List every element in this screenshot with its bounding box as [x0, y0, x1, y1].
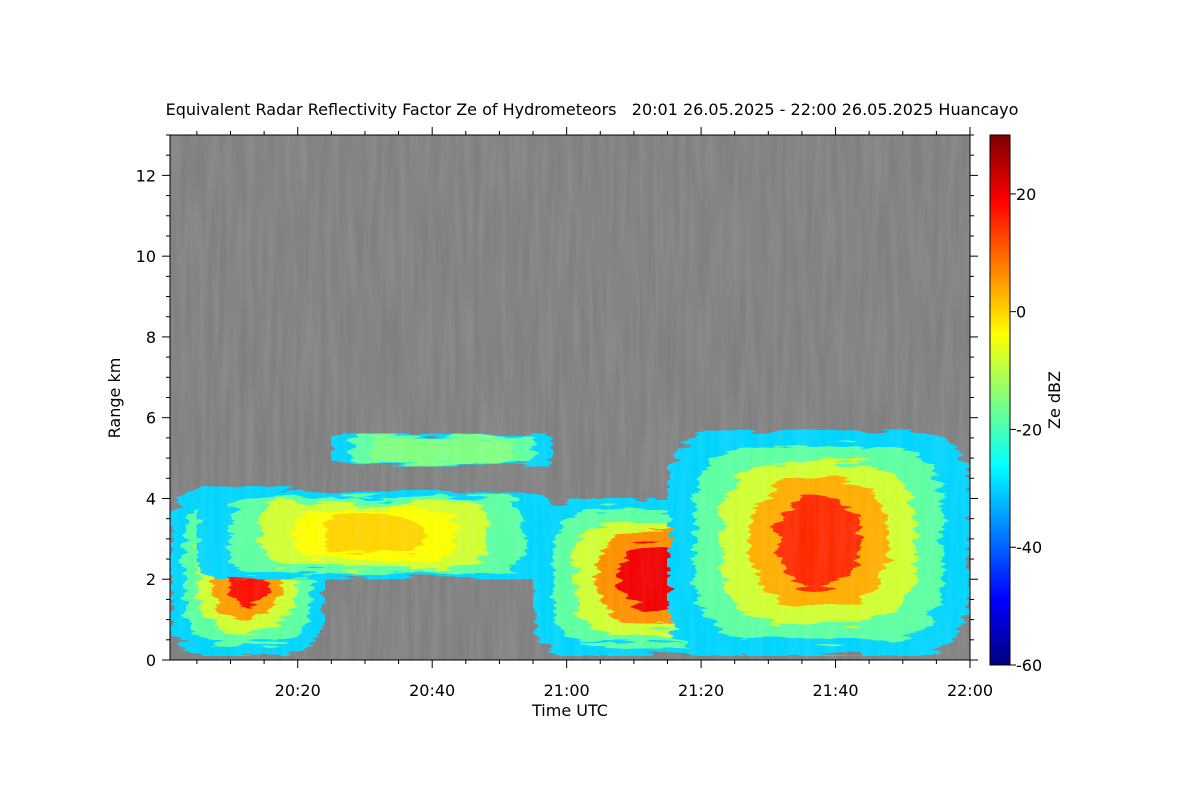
- x-tick-label: 20:20: [275, 681, 321, 700]
- y-tick-label: 6: [146, 409, 156, 428]
- y-axis-label: Range km: [105, 358, 124, 439]
- x-axis-label: Time UTC: [531, 701, 608, 720]
- colorbar-tick-label: 20: [1016, 185, 1036, 204]
- chart-title: Equivalent Radar Reflectivity Factor Ze …: [166, 100, 1019, 119]
- colorbar-gradient: [989, 134, 1011, 666]
- y-tick-label: 0: [146, 651, 156, 670]
- y-tick-label: 2: [146, 570, 156, 589]
- y-axis: 0 2 4 6 8 10 12: [136, 134, 978, 670]
- colorbar-ticks: 20 0 -20 -40 -60: [1010, 185, 1042, 675]
- y-tick-label: 8: [146, 328, 156, 347]
- x-tick-label: 21:00: [544, 681, 590, 700]
- echo-regions: [170, 135, 970, 660]
- y-tick-label: 10: [136, 247, 156, 266]
- colorbar-tick-label: -20: [1016, 420, 1042, 439]
- colorbar: 20 0 -20 -40 -60 Ze dBZ: [989, 134, 1064, 675]
- y-tick-label: 4: [146, 489, 156, 508]
- x-tick-label: 21:20: [678, 681, 724, 700]
- y-tick-label: 12: [136, 166, 156, 185]
- x-tick-label: 21:40: [812, 681, 858, 700]
- colorbar-tick-label: -40: [1016, 538, 1042, 557]
- echo-texture: [170, 135, 970, 660]
- x-tick-label: 22:00: [947, 681, 993, 700]
- x-tick-label: 20:40: [409, 681, 455, 700]
- colorbar-label: Ze dBZ: [1045, 371, 1064, 429]
- colorbar-tick-label: 0: [1016, 303, 1026, 322]
- x-axis: 20:20 20:40 21:00 21:20 21:40 22:00: [196, 127, 993, 700]
- plot-area: [169, 134, 971, 661]
- colorbar-tick-label: -60: [1016, 656, 1042, 675]
